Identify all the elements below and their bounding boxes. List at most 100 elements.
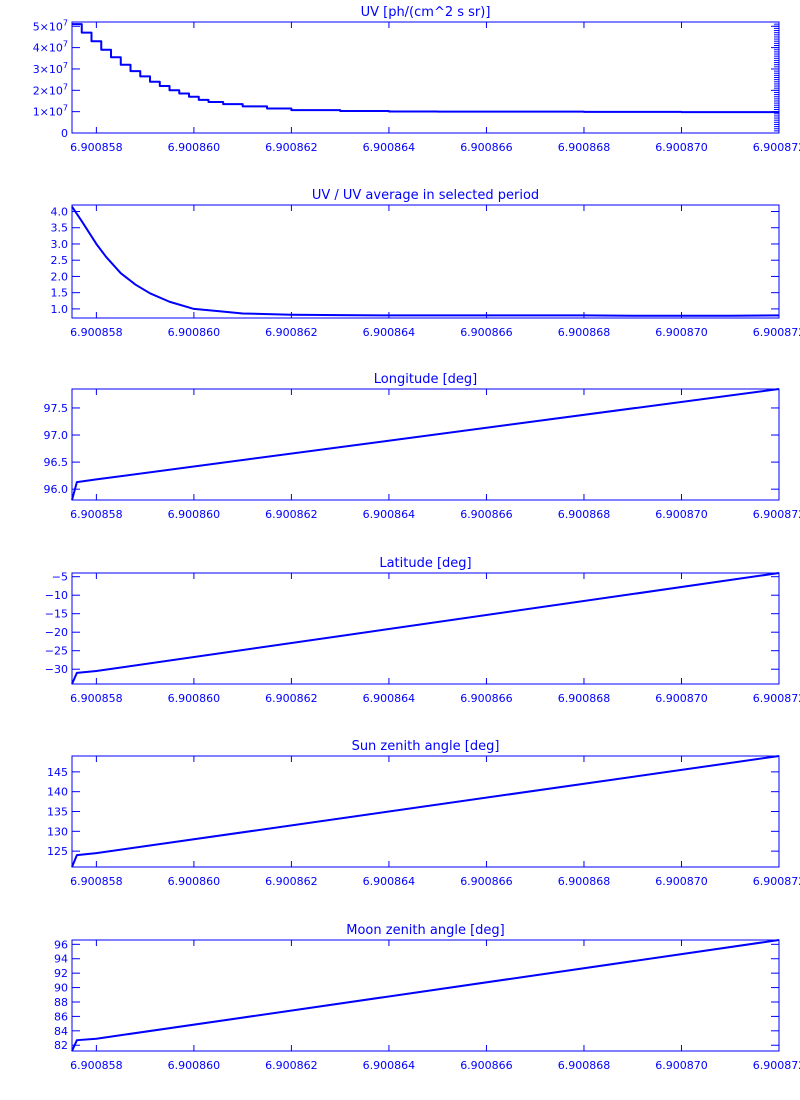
x-tick-label: 6.900868 bbox=[558, 692, 611, 705]
x-tick-label: 6.900872 bbox=[753, 692, 800, 705]
x-tick-label: 6.900872 bbox=[753, 1059, 800, 1072]
x-tick-label: 6.900866 bbox=[460, 1059, 513, 1072]
y-tick-label: 2×107 bbox=[33, 82, 68, 97]
x-tick-label: 6.900868 bbox=[558, 326, 611, 339]
x-tick-label: 6.900860 bbox=[168, 326, 221, 339]
series-line bbox=[71, 939, 780, 1052]
x-tick-label: 6.900858 bbox=[70, 508, 123, 521]
y-tick-label: −5 bbox=[52, 571, 68, 584]
y-tick-label: 97.0 bbox=[44, 429, 69, 442]
y-tick-label: 130 bbox=[47, 825, 68, 838]
x-tick-label: 6.900864 bbox=[363, 875, 416, 888]
y-tick-label: 84 bbox=[54, 1025, 68, 1038]
x-tick-label: 6.900864 bbox=[363, 508, 416, 521]
y-tick-label: 96 bbox=[54, 938, 68, 951]
x-tick-label: 6.900870 bbox=[655, 692, 708, 705]
y-tick-label: 3×107 bbox=[33, 61, 68, 76]
x-tick-label: 6.900864 bbox=[363, 326, 416, 339]
y-tick-label: 1.5 bbox=[51, 287, 69, 300]
x-tick-label: 6.900860 bbox=[168, 141, 221, 154]
x-tick-label: 6.900866 bbox=[460, 875, 513, 888]
y-tick-exponent: 7 bbox=[63, 82, 68, 91]
y-tick-mantissa: 1×10 bbox=[33, 106, 63, 119]
panel-title: Sun zenith angle [deg] bbox=[352, 739, 500, 754]
series-line bbox=[71, 755, 780, 868]
y-tick-exponent: 7 bbox=[63, 18, 68, 27]
y-tick-label: 92 bbox=[54, 967, 68, 980]
x-tick-label: 6.900866 bbox=[460, 141, 513, 154]
y-tick-label: 94 bbox=[54, 953, 68, 966]
y-tick-label: 3.0 bbox=[51, 238, 69, 251]
x-tick-label: 6.900872 bbox=[753, 508, 800, 521]
y-tick-label: 88 bbox=[54, 996, 68, 1009]
plot-frame bbox=[71, 204, 780, 319]
series-line bbox=[71, 206, 780, 317]
series-line bbox=[72, 23, 779, 114]
y-tick-label: −30 bbox=[45, 663, 68, 676]
y-tick-mantissa: 2×10 bbox=[33, 84, 63, 97]
x-tick-label: 6.900860 bbox=[168, 508, 221, 521]
plot-frame bbox=[71, 755, 780, 868]
y-tick-label: 3.5 bbox=[51, 222, 69, 235]
x-tick-label: 6.900858 bbox=[70, 326, 123, 339]
x-tick-label: 6.900862 bbox=[265, 875, 318, 888]
x-tick-label: 6.900860 bbox=[168, 1059, 221, 1072]
y-tick-label: 0 bbox=[61, 127, 68, 140]
y-tick-label: −20 bbox=[45, 626, 68, 639]
panel-title: UV / UV average in selected period bbox=[312, 188, 539, 203]
y-tick-label: 96.0 bbox=[44, 483, 69, 496]
plot-frame bbox=[71, 939, 780, 1052]
y-tick-label: −15 bbox=[45, 608, 68, 621]
x-tick-label: 6.900860 bbox=[168, 692, 221, 705]
x-tick-label: 6.900870 bbox=[655, 141, 708, 154]
y-tick-label: 125 bbox=[47, 845, 68, 858]
x-tick-label: 6.900870 bbox=[655, 508, 708, 521]
x-tick-label: 6.900870 bbox=[655, 326, 708, 339]
x-tick-label: 6.900862 bbox=[265, 692, 318, 705]
y-tick-label: −10 bbox=[45, 589, 68, 602]
x-tick-label: 6.900858 bbox=[70, 692, 123, 705]
y-tick-label: 90 bbox=[54, 982, 68, 995]
y-tick-label: −25 bbox=[45, 645, 68, 658]
y-tick-label: 82 bbox=[54, 1039, 68, 1052]
x-tick-label: 6.900862 bbox=[265, 141, 318, 154]
y-tick-label: 5×107 bbox=[33, 18, 68, 33]
x-tick-label: 6.900868 bbox=[558, 508, 611, 521]
x-tick-label: 6.900860 bbox=[168, 875, 221, 888]
panel-title: Longitude [deg] bbox=[374, 372, 477, 387]
x-tick-label: 6.900866 bbox=[460, 326, 513, 339]
x-tick-label: 6.900872 bbox=[753, 326, 800, 339]
x-tick-label: 6.900864 bbox=[363, 141, 416, 154]
x-tick-label: 6.900868 bbox=[558, 1059, 611, 1072]
x-tick-label: 6.900866 bbox=[460, 508, 513, 521]
panel-title: Moon zenith angle [deg] bbox=[346, 923, 504, 938]
x-tick-label: 6.900864 bbox=[363, 1059, 416, 1072]
plot-frame bbox=[71, 21, 780, 134]
y-tick-exponent: 7 bbox=[63, 61, 68, 70]
panel-title: Latitude [deg] bbox=[379, 556, 471, 571]
y-tick-exponent: 7 bbox=[63, 104, 68, 113]
y-tick-mantissa: 4×10 bbox=[33, 42, 63, 55]
series-line bbox=[71, 572, 780, 685]
y-tick-label: 86 bbox=[54, 1010, 68, 1023]
y-tick-mantissa: 3×10 bbox=[33, 63, 63, 76]
y-tick-label: 2.0 bbox=[51, 270, 69, 283]
panel-1: UV [ph/(cm^2 s sr)] 6.900858 6.900860 6.900… bbox=[33, 5, 800, 154]
x-tick-label: 6.900864 bbox=[363, 692, 416, 705]
y-tick-label: 4.0 bbox=[51, 205, 69, 218]
panel-5: Sun zenith angle [deg] 6.900858 6.900860 6.… bbox=[47, 739, 800, 888]
y-tick-mantissa: 0 bbox=[61, 127, 68, 140]
x-tick-label: 6.900858 bbox=[70, 141, 123, 154]
y-tick-mantissa: 5×10 bbox=[33, 20, 63, 33]
x-tick-label: 6.900872 bbox=[753, 875, 800, 888]
y-tick-label: 1.0 bbox=[51, 303, 69, 316]
plot-frame bbox=[71, 572, 780, 685]
x-tick-label: 6.900868 bbox=[558, 875, 611, 888]
x-tick-label: 6.900862 bbox=[265, 1059, 318, 1072]
x-tick-label: 6.900858 bbox=[70, 875, 123, 888]
y-tick-label: 97.5 bbox=[44, 402, 69, 415]
panel-title: UV [ph/(cm^2 s sr)] bbox=[361, 5, 491, 20]
x-tick-label: 6.900862 bbox=[265, 326, 318, 339]
panel-2: UV / UV average in selected period 6.9008… bbox=[51, 188, 800, 339]
